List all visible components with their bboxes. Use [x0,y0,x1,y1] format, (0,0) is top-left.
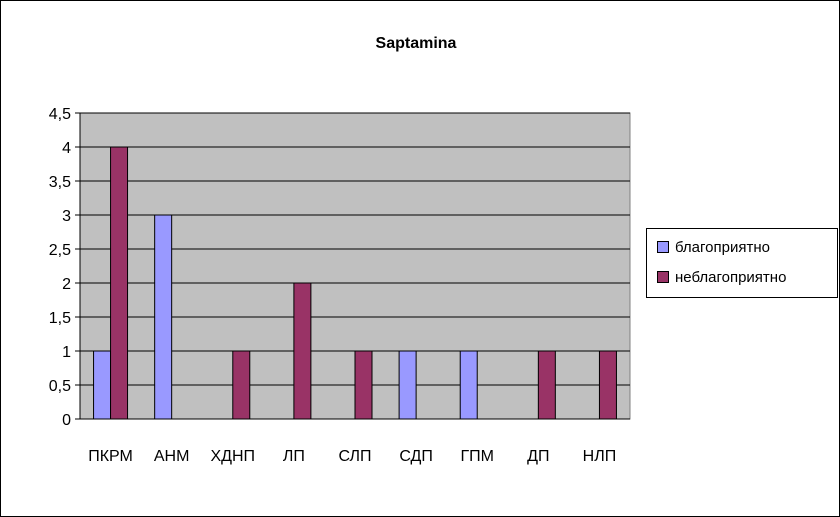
bar-unfavorable [598,350,617,420]
bar-unfavorable [537,350,556,420]
x-tick-label: ПКРМ [88,448,133,465]
y-tick-label: 3 [62,208,71,225]
bar-unfavorable [354,350,373,420]
legend-item-unfavorable: неблагоприятно [657,267,786,287]
x-tick-label: СЛП [338,448,371,465]
y-tick-label: 2,5 [49,242,71,259]
plot-area: 0 0,5 1 1,5 2 2,5 3 3,5 4 4,5 ПКРМ АНМ ХДНП ЛП СЛП СДП Г… [49,106,631,465]
bar-unfavorable [110,146,129,420]
x-tick-label: ДП [527,448,549,465]
legend-label-favorable: благоприятно [675,238,770,256]
bar-favorable [459,350,478,420]
y-tick-label: 2 [62,276,71,293]
bar-unfavorable [293,282,312,420]
y-tick-label: 0 [62,412,71,429]
y-tick-label: 3,5 [49,174,71,191]
x-tick-label: НЛП [583,448,617,465]
legend: благоприятно неблагоприятно [646,228,838,298]
x-tick-label: АНМ [154,448,190,465]
legend-swatch-favorable [657,241,669,253]
bar-unfavorable [232,350,251,420]
bar-favorable [93,350,112,420]
y-tick-label: 4 [62,140,71,157]
legend-item-favorable: благоприятно [657,237,770,257]
x-tick-label: ЛП [283,448,305,465]
legend-swatch-unfavorable [657,271,669,283]
x-tick-label: СДП [399,448,433,465]
bar-favorable [398,350,417,420]
x-tick-label: ГПМ [460,448,494,465]
bar-favorable [154,214,173,420]
legend-label-unfavorable: неблагоприятно [675,268,787,286]
y-tick-label: 0,5 [49,378,71,395]
y-tick-label: 4,5 [49,106,71,123]
chart-title: Saptamina [376,35,457,52]
y-tick-label: 1,5 [49,310,71,327]
y-tick-label: 1 [62,344,71,361]
x-tick-label: ХДНП [210,448,255,465]
